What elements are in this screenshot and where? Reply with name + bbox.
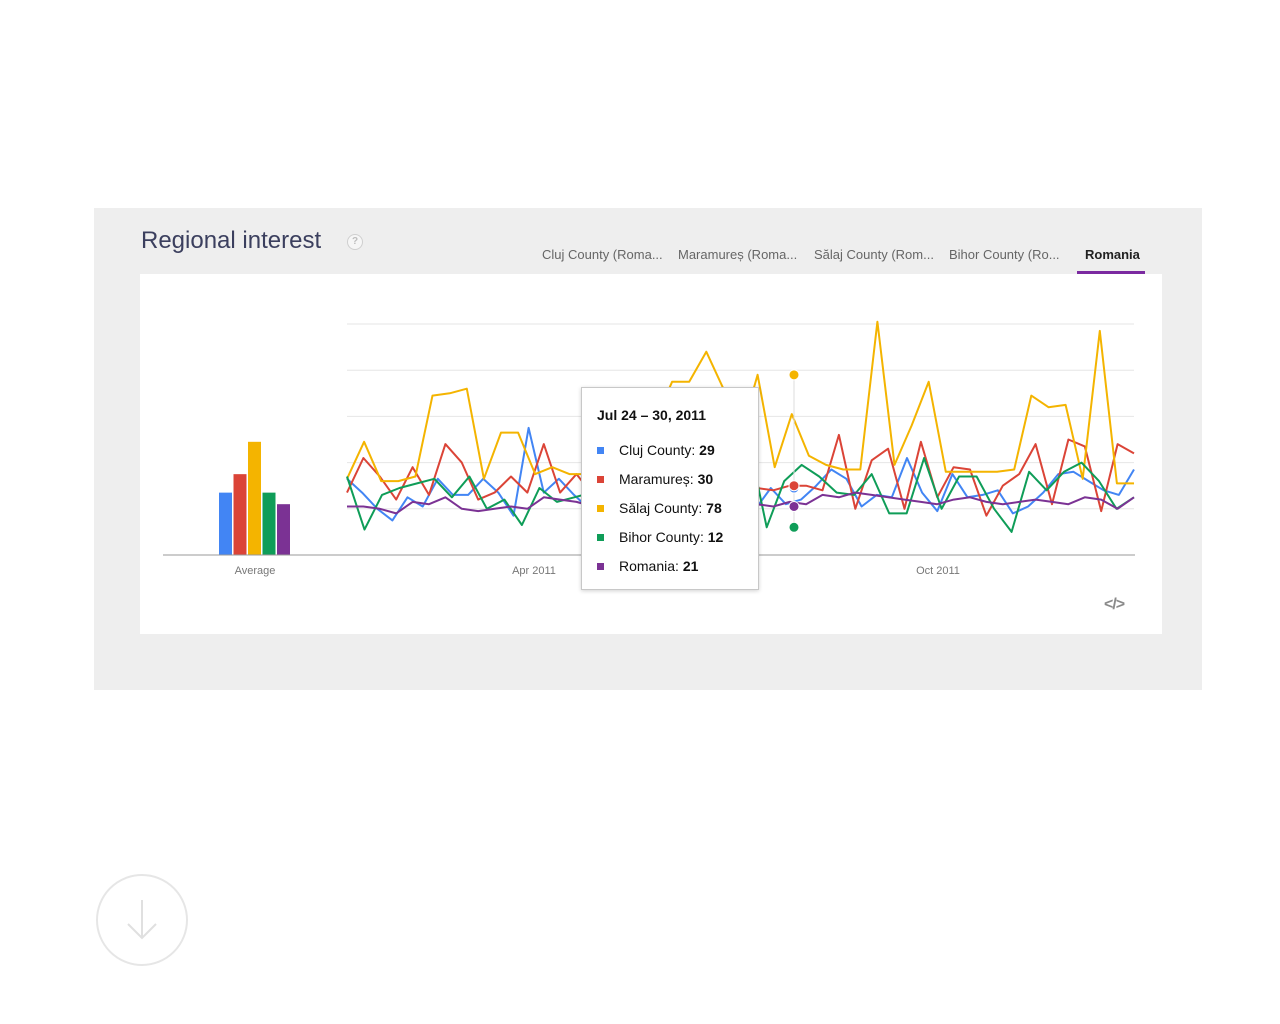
active-tab-indicator [1077,271,1145,274]
tooltip-row-salaj: Sălaj County: 78 [597,500,722,516]
tooltip-series-name: Romania [619,558,676,574]
help-icon[interactable]: ? [347,234,363,250]
tooltip-series-value: 78 [706,500,722,516]
tooltip-series-value: 29 [699,442,715,458]
tab-salaj-county[interactable]: Sălaj County (Rom... [814,247,934,262]
tooltip-series-value: 21 [682,558,699,574]
tooltip-series-name: Bihor County [619,529,700,545]
tab-romania[interactable]: Romania [1085,247,1140,262]
tooltip-series-name: Sălaj County [619,500,699,516]
tooltip-row-maramures: Maramureș: 30 [597,471,713,487]
legend-swatch [597,446,604,454]
chart-tooltip: Jul 24 – 30, 2011 Cluj County: 29 Maramu… [581,387,759,590]
tab-maramures[interactable]: Maramureș (Roma... [678,247,798,262]
tooltip-series-name: Maramureș [619,471,690,487]
legend-swatch [597,504,604,512]
tooltip-series-value: 30 [697,471,714,487]
legend-swatch [597,562,604,570]
tooltip-date: Jul 24 – 30, 2011 [597,407,706,423]
download-icon [127,900,157,940]
tooltip-row-cluj: Cluj County: 29 [597,442,715,458]
tab-cluj-county[interactable]: Cluj County (Roma... [542,247,663,262]
tooltip-row-bihor: Bihor County: 12 [597,529,723,545]
tooltip-row-romania: Romania: 21 [597,558,698,574]
tab-bihor-county[interactable]: Bihor County (Ro... [949,247,1060,262]
section-title: Regional interest [141,227,322,254]
tooltip-series-value: 12 [707,529,724,545]
download-button[interactable] [96,874,188,966]
tooltip-series-name: Cluj County [619,442,692,458]
legend-swatch [597,475,604,483]
embed-code-icon[interactable]: </> [1104,596,1125,613]
legend-swatch [597,533,604,541]
